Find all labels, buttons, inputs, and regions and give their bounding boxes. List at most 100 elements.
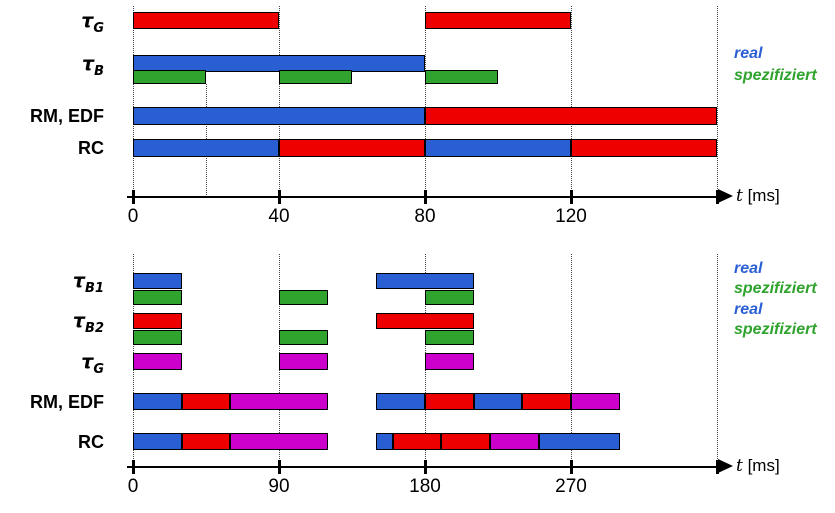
axis-tick-180 bbox=[423, 460, 427, 474]
rm-edf-real-bar bbox=[133, 107, 425, 125]
gridline-0 bbox=[133, 6, 134, 197]
axis-unit-label: t [ms] bbox=[736, 456, 780, 476]
tick-label-0: 0 bbox=[127, 206, 139, 227]
legend-label-green-3: spezifiziert bbox=[734, 321, 817, 338]
gridline-160 bbox=[717, 6, 718, 197]
row-label-tau-B: τB bbox=[0, 51, 104, 79]
row-label-tau-G: τG bbox=[0, 349, 104, 377]
tau-B1-real-bar bbox=[376, 273, 474, 289]
row-label-text: RC bbox=[78, 431, 104, 452]
row-label-text: RM, EDF bbox=[30, 391, 104, 412]
tick-label-180: 180 bbox=[409, 476, 441, 497]
rm-edf-real-bar bbox=[425, 107, 717, 125]
tau-B2-spec-bar bbox=[133, 330, 182, 345]
tau-subscript: B1 bbox=[85, 281, 104, 296]
row-label-tau-B1: τB1 bbox=[0, 268, 104, 296]
tick-label-120: 120 bbox=[555, 206, 587, 227]
tick-label-40: 40 bbox=[268, 206, 290, 227]
rm-edf-real-bar bbox=[230, 393, 328, 410]
tick-label-80: 80 bbox=[414, 206, 436, 227]
legend-label-green-1: spezifiziert bbox=[734, 67, 817, 84]
rm-edf-real-bar bbox=[522, 393, 571, 410]
tau-G-real-bar bbox=[424, 353, 474, 370]
tick-label-90: 90 bbox=[268, 476, 290, 497]
tau-subscript: B2 bbox=[85, 321, 104, 336]
rc-real-bar bbox=[181, 433, 231, 450]
axis-arrowhead-icon bbox=[718, 189, 733, 203]
legend-label-blue-0: real bbox=[734, 260, 763, 277]
tau-B1-spec-bar bbox=[278, 290, 328, 305]
time-variable: t bbox=[736, 186, 743, 206]
row-label-rc: RC bbox=[0, 135, 104, 161]
tau-G-real-bar bbox=[133, 353, 182, 370]
tau-B2-spec-bar bbox=[278, 330, 328, 345]
legend-label-blue-2: real bbox=[734, 301, 763, 318]
tick-label-0: 0 bbox=[127, 476, 139, 497]
row-label-rm-edf: RM, EDF bbox=[0, 103, 104, 129]
rm-edf-real-bar bbox=[181, 393, 231, 410]
tau-G-real-bar bbox=[133, 12, 279, 29]
row-label-text: RM, EDF bbox=[30, 106, 104, 126]
axis-tick-90 bbox=[277, 460, 281, 474]
row-label-tau-B2: τB2 bbox=[0, 308, 104, 336]
rm-edf-real-bar bbox=[570, 393, 620, 410]
tau-B-spec-bar bbox=[425, 70, 498, 84]
rc-real-bar bbox=[230, 433, 328, 450]
tau-symbol: τ bbox=[72, 310, 86, 332]
axis-arrowhead-icon bbox=[718, 459, 733, 473]
axis-tick-0 bbox=[132, 190, 135, 204]
time-axis-line bbox=[127, 196, 719, 198]
tau-symbol: τ bbox=[81, 350, 94, 373]
axis-tick-120 bbox=[570, 190, 573, 204]
tau-G-real-bar bbox=[425, 12, 571, 29]
tau-B2-real-bar bbox=[133, 313, 182, 329]
tau-symbol: τ bbox=[72, 270, 86, 292]
row-label-tau-G: τG bbox=[0, 8, 104, 36]
rm-edf-real-bar bbox=[133, 393, 182, 410]
legend-label-blue-0: real bbox=[734, 45, 763, 62]
tau-B2-real-bar bbox=[376, 313, 474, 329]
tau-B2-spec-bar bbox=[424, 330, 474, 345]
axis-tick-80 bbox=[424, 190, 427, 204]
time-axis-line bbox=[127, 466, 719, 468]
tau-B1-spec-bar bbox=[133, 290, 182, 305]
rc-real-bar bbox=[376, 433, 393, 450]
axis-tick-160 bbox=[716, 190, 719, 204]
tau-B1-spec-bar bbox=[424, 290, 474, 305]
rm-edf-real-bar bbox=[473, 393, 523, 410]
rc-real-bar bbox=[538, 433, 620, 450]
tau-symbol: τ bbox=[81, 9, 94, 32]
tau-G-real-bar bbox=[278, 353, 328, 370]
row-label-rm-edf: RM, EDF bbox=[0, 389, 104, 415]
rm-edf-real-bar bbox=[376, 393, 425, 410]
axis-tick-270 bbox=[569, 460, 573, 474]
tau-subscript: G bbox=[93, 20, 104, 36]
tau-subscript: G bbox=[93, 361, 104, 377]
gridline-270 bbox=[570, 254, 572, 467]
row-label-rc: RC bbox=[0, 429, 104, 455]
tau-symbol: τ bbox=[81, 52, 95, 75]
rm-edf-real-bar bbox=[424, 393, 474, 410]
rc-real-bar bbox=[489, 433, 539, 450]
gridline-360 bbox=[716, 254, 718, 467]
gridline-80 bbox=[425, 6, 426, 197]
gridline-120 bbox=[571, 6, 572, 197]
time-variable: t bbox=[736, 456, 743, 476]
axis-tick-360 bbox=[715, 460, 719, 474]
rc-real-bar bbox=[571, 139, 717, 157]
rc-real-bar bbox=[441, 433, 490, 450]
legend-label-green-1: spezifiziert bbox=[734, 280, 817, 297]
axis-unit-label: t [ms] bbox=[736, 186, 780, 206]
tau-subscript: B bbox=[94, 63, 104, 79]
tau-B-spec-bar bbox=[279, 70, 352, 84]
gridline-40 bbox=[279, 6, 280, 197]
rc-real-bar bbox=[392, 433, 442, 450]
axis-tick-0 bbox=[132, 460, 135, 474]
row-label-text: RC bbox=[78, 138, 104, 158]
tau-B-spec-bar bbox=[133, 70, 206, 84]
tick-label-270: 270 bbox=[555, 476, 587, 497]
rc-real-bar bbox=[133, 433, 182, 450]
